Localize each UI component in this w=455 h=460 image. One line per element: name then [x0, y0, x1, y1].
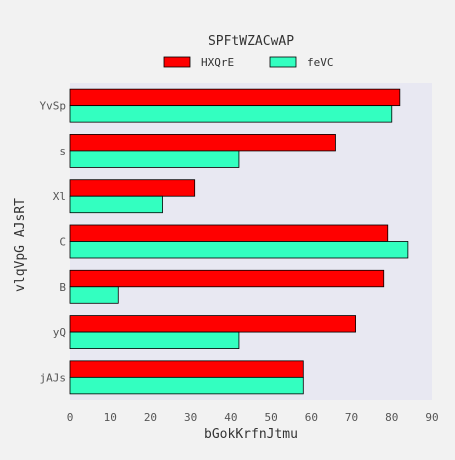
x-tick-label: 10 [104, 411, 117, 424]
bar-feVC-yQ [69, 331, 240, 349]
x-tick-label: 80 [385, 411, 398, 424]
x-tick-label: 60 [305, 411, 318, 424]
x-tick-label: 70 [345, 411, 358, 424]
x-axis-label: bGokKrfnJtmu [204, 427, 298, 442]
x-tick-label: 90 [425, 411, 438, 424]
legend-swatch-1 [269, 56, 297, 68]
bar-feVC-YvSp [69, 105, 393, 123]
bars-layer [69, 88, 409, 395]
x-tick-label: 30 [184, 411, 197, 424]
bar-feVC-B [69, 286, 119, 304]
y-tick-label: jAJs [40, 371, 67, 384]
y-tick-label: YvSp [40, 100, 67, 113]
bar-HXQrE-YvSp [69, 88, 401, 107]
bar-feVC-s [69, 150, 240, 168]
x-tick-label: 0 [67, 411, 74, 424]
y-tick-label: yQ [53, 326, 66, 339]
legend-label-1: feVC [307, 56, 334, 69]
legend-label-0: HXQrE [201, 56, 234, 69]
x-tick-label: 50 [264, 411, 277, 424]
bar-HXQrE-B [69, 269, 385, 288]
y-tick-label: B [59, 281, 66, 294]
y-tick-label: s [59, 145, 66, 158]
y-tick-label: C [59, 236, 66, 249]
bar-feVC-jAJs [69, 376, 304, 395]
x-tick-label: 40 [224, 411, 237, 424]
bar-HXQrE-yQ [69, 315, 356, 333]
bar-HXQrE-jAJs [69, 360, 304, 378]
y-axis-label: vlqVpG AJsRT [13, 198, 28, 292]
y-tick-labels: YvSp s Xl C ByQ jAJs [40, 100, 67, 385]
legend: HXQrE feVC [163, 56, 334, 69]
legend-swatch-0 [163, 56, 191, 68]
bar-feVC-Xl [69, 195, 163, 214]
bar-HXQrE-s [69, 134, 336, 152]
chart-title: SPFtWZACwAP [208, 34, 294, 49]
y-tick-label: Xl [53, 190, 66, 203]
bar-feVC-C [69, 241, 409, 259]
x-tick-label: 20 [144, 411, 157, 424]
x-tick-labels: 0 10 20 30 40 50 60 70 80 90 [67, 411, 439, 424]
bar-HXQrE-Xl [69, 179, 196, 197]
bar-HXQrE-C [69, 224, 389, 242]
